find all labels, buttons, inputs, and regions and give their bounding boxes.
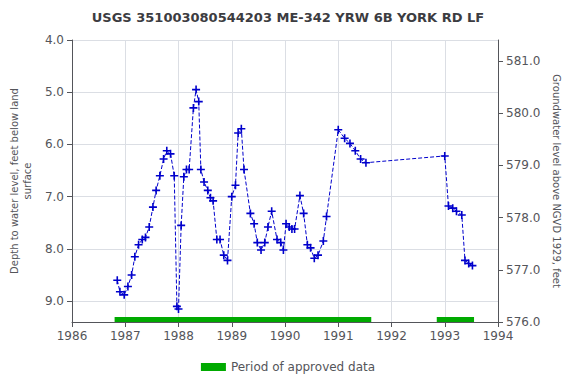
svg-text:578.0: 578.0 bbox=[506, 211, 540, 225]
svg-text:1989: 1989 bbox=[216, 329, 247, 343]
svg-text:1994: 1994 bbox=[483, 329, 514, 343]
svg-text:9.0: 9.0 bbox=[45, 294, 64, 308]
svg-text:576.0: 576.0 bbox=[506, 315, 540, 329]
svg-text:579.0: 579.0 bbox=[506, 158, 540, 172]
svg-text:1992: 1992 bbox=[376, 329, 407, 343]
svg-text:1993: 1993 bbox=[429, 329, 460, 343]
svg-text:1988: 1988 bbox=[163, 329, 194, 343]
svg-text:4.0: 4.0 bbox=[45, 33, 64, 47]
svg-text:6.0: 6.0 bbox=[45, 137, 64, 151]
svg-text:surface: surface bbox=[22, 163, 33, 200]
svg-text:577.0: 577.0 bbox=[506, 263, 540, 277]
svg-text:1991: 1991 bbox=[323, 329, 354, 343]
svg-text:USGS 351003080544203 ME-342 YR: USGS 351003080544203 ME-342 YRW 6B YORK … bbox=[92, 10, 484, 25]
svg-text:Depth to water level, feet bel: Depth to water level, feet below land bbox=[9, 88, 20, 274]
svg-text:581.0: 581.0 bbox=[506, 54, 540, 68]
svg-text:1986: 1986 bbox=[57, 329, 88, 343]
svg-text:1990: 1990 bbox=[270, 329, 301, 343]
svg-text:8.0: 8.0 bbox=[45, 242, 64, 256]
svg-text:580.0: 580.0 bbox=[506, 106, 540, 120]
svg-text:7.0: 7.0 bbox=[45, 190, 64, 204]
svg-text:5.0: 5.0 bbox=[45, 85, 64, 99]
svg-text:1987: 1987 bbox=[110, 329, 141, 343]
svg-text:Groundwater level above NGVD 1: Groundwater level above NGVD 1929, feet bbox=[551, 74, 562, 288]
svg-text:Period of approved data: Period of approved data bbox=[231, 360, 375, 374]
